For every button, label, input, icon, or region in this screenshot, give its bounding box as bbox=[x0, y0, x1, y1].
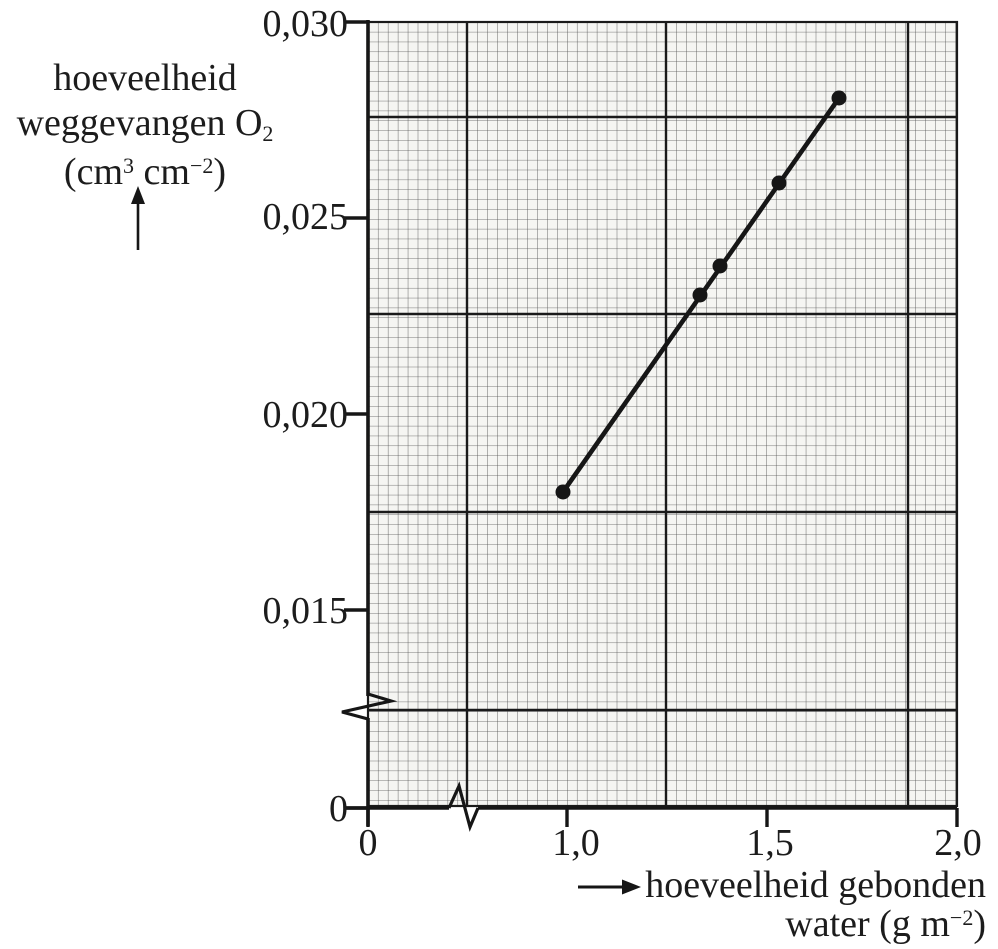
x-axis-ticks bbox=[366, 808, 959, 827]
y-axis-title-line2: weggevangen O2 bbox=[16, 102, 274, 147]
grid-fine bbox=[368, 22, 957, 806]
up-arrow-icon bbox=[131, 186, 145, 250]
right-arrow-icon bbox=[578, 879, 641, 895]
x-axis-break bbox=[447, 781, 480, 832]
y-tick-label: 0,025 bbox=[262, 196, 349, 238]
y-tick-label: 0,020 bbox=[262, 394, 349, 436]
y-axis-ticks bbox=[344, 20, 368, 810]
y-axis-title-line3: (cm3 cm−2) bbox=[63, 151, 227, 193]
data-point bbox=[831, 90, 847, 106]
x-axis-title-line2: water (g m−2) bbox=[785, 903, 986, 945]
data-point bbox=[771, 175, 787, 191]
y-axis-title-line1: hoeveelheid bbox=[53, 57, 237, 99]
grid-heavy-vertical bbox=[465, 22, 910, 806]
y-tick-label: 0 bbox=[329, 788, 348, 830]
data-point bbox=[712, 258, 728, 274]
y-tick-label: 0,015 bbox=[262, 590, 349, 632]
x-tick-label: 0 bbox=[358, 822, 378, 864]
y-axis-break bbox=[341, 692, 398, 721]
grid-heavy-horizontal bbox=[368, 115, 957, 712]
x-tick-label: 1,5 bbox=[746, 822, 794, 864]
y-tick-label: 0,030 bbox=[262, 3, 349, 45]
data-point bbox=[555, 484, 571, 500]
x-axis-title-line1: hoeveelheid gebonden bbox=[645, 864, 986, 906]
y-axis-title: hoeveelheid weggevangen O2 (cm3 cm−2) bbox=[0, 56, 290, 199]
x-tick-label: 1,0 bbox=[552, 822, 600, 864]
x-tick-label: 2,0 bbox=[934, 822, 982, 864]
x-axis-title: hoeveelheid gebonden water (g m−2) bbox=[556, 866, 986, 948]
data-point bbox=[692, 287, 708, 303]
